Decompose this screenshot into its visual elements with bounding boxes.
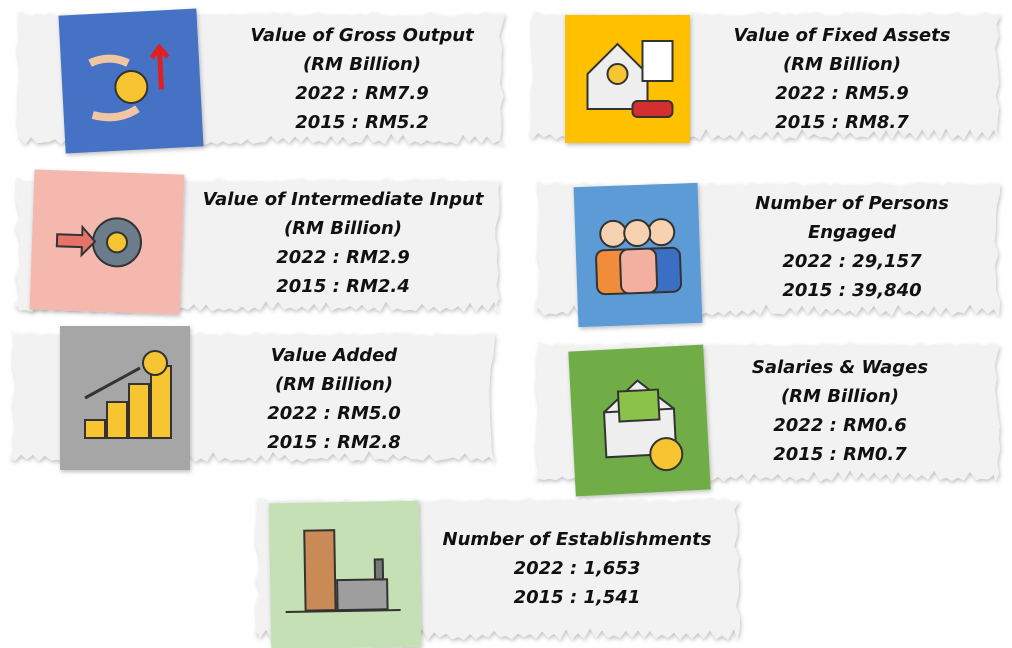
card: Value of Intermediate Input (RM Billion) 2…	[15, 169, 500, 315]
card-line: (RM Billion)	[783, 54, 901, 75]
card: Salaries & Wages (RM Billion) 2022 : RM0.6…	[535, 342, 1000, 497]
card: Value of Fixed Assets (RM Billion) 2022 : …	[530, 12, 1000, 143]
card: Value Added (RM Billion) 2022 : RM5.0 2015 …	[10, 326, 495, 470]
icon-note	[60, 326, 190, 470]
head	[647, 218, 676, 247]
sticky-note	[268, 500, 422, 648]
head	[623, 219, 652, 248]
coin	[114, 69, 149, 104]
card-line: Engaged	[808, 222, 897, 243]
card-line: 2022 : RM5.9	[775, 83, 909, 104]
card-line: 2015 : RM0.7	[773, 444, 907, 465]
card-line: 2015 : RM2.4	[276, 276, 410, 297]
coin	[649, 437, 684, 472]
card-line: 2022 : 29,157	[782, 251, 922, 272]
icon-note	[568, 344, 711, 497]
icon-note	[573, 182, 703, 328]
card-line: 2015 : 1,541	[514, 587, 641, 608]
card-line: 2022 : 1,653	[514, 558, 641, 579]
tower	[303, 529, 337, 612]
card: Number of Persons Engaged 2022 : 29,157 201…	[535, 182, 1000, 328]
note	[616, 388, 661, 423]
doc	[641, 40, 674, 82]
icon-note	[268, 500, 422, 648]
card-line: 2015 : 39,840	[782, 280, 921, 301]
card-line: Value of Intermediate Input	[203, 189, 485, 210]
card: Number of Establishments 2022 : 1,653 2015…	[255, 498, 740, 648]
coin	[606, 63, 629, 85]
card-line: (RM Billion)	[781, 386, 899, 407]
card-line: Value Added	[271, 345, 398, 366]
coin	[142, 350, 168, 376]
card-line: Value of Fixed Assets	[734, 25, 951, 46]
card-line: 2015 : RM5.2	[295, 112, 429, 133]
coin-stack	[128, 383, 150, 439]
card-line: Value of Gross Output	[250, 25, 475, 46]
card: Value of Gross Output (RM Billion) 2022 : …	[15, 8, 505, 154]
coin-stack	[84, 419, 106, 439]
gear-core	[105, 231, 128, 254]
trend	[84, 366, 141, 400]
card-line: Number of Persons	[755, 193, 949, 214]
card-line: Number of Establishments	[443, 529, 712, 550]
card-line: (RM Billion)	[284, 218, 402, 239]
head	[599, 219, 628, 248]
icon-note	[29, 169, 185, 315]
card-line: (RM Billion)	[275, 374, 393, 395]
card-line: 2022 : RM0.6	[773, 415, 907, 436]
arrow	[149, 43, 170, 90]
card-line: 2015 : RM2.8	[267, 432, 401, 453]
arrow	[55, 224, 97, 258]
icon-note	[58, 8, 204, 154]
car	[631, 100, 674, 118]
factory	[336, 578, 389, 612]
body	[619, 247, 659, 295]
card-line: 2022 : RM7.9	[295, 83, 429, 104]
icon-note	[565, 15, 690, 143]
card-line: 2022 : RM2.9	[276, 247, 410, 268]
card-line: Salaries & Wages	[752, 357, 928, 378]
coin-stack	[150, 365, 172, 439]
card-line: 2015 : RM8.7	[775, 112, 909, 133]
card-line: (RM Billion)	[303, 54, 421, 75]
coin-stack	[106, 401, 128, 439]
chimney	[373, 558, 385, 581]
hands	[88, 54, 140, 122]
ground	[285, 609, 401, 614]
card-line: 2022 : RM5.0	[267, 403, 401, 424]
